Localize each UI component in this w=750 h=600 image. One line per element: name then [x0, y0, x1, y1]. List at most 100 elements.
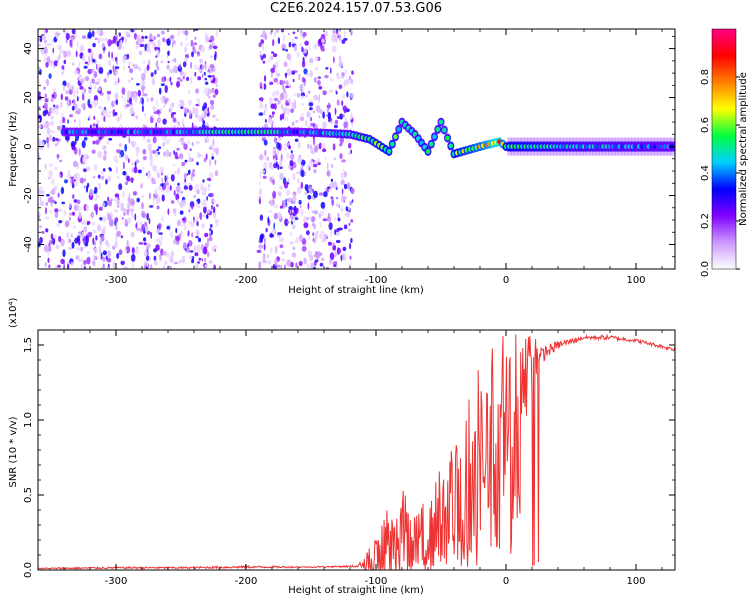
spectrogram-cell	[89, 188, 94, 197]
spectrogram-cell	[123, 66, 126, 71]
spectrogram-cell	[146, 64, 150, 71]
spectrogram-cell	[94, 85, 96, 90]
spectrogram-cell	[283, 147, 287, 151]
spectrogram-cell	[207, 107, 210, 112]
spectrogram-cell	[303, 82, 306, 87]
spectrogram-cell	[267, 254, 269, 259]
spectrogram-cell	[151, 77, 156, 86]
spectrogram-cell	[63, 50, 67, 58]
spectrogram-cell	[83, 226, 88, 233]
spectrogram-cell	[154, 69, 157, 75]
spectrogram-cell	[120, 112, 122, 120]
spectrogram-cell	[103, 225, 106, 234]
spectrogram-cell	[283, 88, 287, 94]
spectrogram-cell	[192, 195, 197, 198]
spectrogram-cell	[286, 107, 290, 115]
spectrogram-cell	[73, 90, 76, 98]
spectrogram-cell	[212, 211, 217, 219]
spectrogram-cell	[56, 32, 61, 36]
spectrogram-cell	[350, 219, 354, 223]
spectrogram-cell	[203, 110, 207, 119]
spectrogram-cell	[279, 166, 283, 170]
spectrogram-cell	[197, 67, 200, 71]
spectrogram-cell	[57, 208, 63, 212]
spectrogram-cell	[184, 248, 187, 251]
spectrogram-cell	[78, 61, 80, 69]
spectrogram-cell	[274, 230, 277, 235]
spectrogram-cell	[320, 239, 323, 243]
spectrogram-cell	[318, 233, 323, 239]
colorbar-ticks: 0.0 0.2 0.4 0.6 0.8	[700, 69, 740, 277]
spectrogram-cell	[318, 115, 321, 119]
spectrogram-cell	[303, 78, 306, 83]
spectrogram-cell	[48, 107, 53, 114]
spectrogram-cell	[41, 231, 45, 234]
spectrogram-cell	[345, 78, 350, 85]
spectrogram-cell	[169, 224, 171, 232]
spectrogram-cell	[314, 66, 319, 71]
spectrogram-cell	[66, 82, 70, 88]
spectrogram-cell	[173, 170, 177, 174]
spectrogram-cell	[38, 262, 41, 267]
spectrogram-cell	[213, 53, 217, 61]
spectrogram-cell	[102, 215, 107, 223]
spectrogram-cell	[319, 262, 324, 267]
spectrogram-cell	[311, 150, 314, 154]
spectrogram-cell	[259, 54, 262, 59]
spectrogram-cell	[44, 46, 48, 54]
spectrogram-cell	[60, 186, 65, 195]
spectrogram-cell	[82, 93, 85, 101]
spectrogram-cell	[186, 76, 190, 81]
spectrogram-cell	[51, 177, 55, 186]
spectrogram-cell	[301, 245, 307, 252]
spectrogram-cell	[306, 165, 310, 170]
spectrogram-cell	[300, 159, 306, 166]
spectrogram-cell	[160, 96, 165, 102]
spectrogram-cell	[348, 222, 351, 226]
spectrogram-cell	[45, 202, 49, 206]
spectrogram-y-ticks: -40 -20 0 20 40	[23, 35, 675, 270]
spectrogram-cell	[314, 236, 317, 244]
spectrogram-cell	[283, 61, 288, 68]
spectrogram-cell	[312, 237, 315, 243]
spectrogram-cell	[39, 236, 43, 244]
spectrogram-cell	[277, 211, 282, 220]
spectrogram-cell	[160, 30, 165, 35]
spectrogram-cell	[169, 35, 175, 39]
spectrogram-cell	[98, 53, 103, 60]
spectrogram-cell	[313, 190, 318, 199]
spectrogram-cell	[55, 108, 59, 116]
spectrogram-cell	[146, 212, 149, 221]
spectrogram-cell	[164, 139, 170, 145]
spectrogram-cell	[184, 30, 189, 36]
spectrogram-cell	[181, 199, 187, 206]
spectrogram-cell	[100, 234, 105, 242]
spectrogram-cell	[435, 126, 440, 132]
spectrogram-cell	[349, 255, 352, 260]
spectrogram-cell	[128, 192, 131, 201]
spectrogram-cell	[155, 200, 159, 205]
spectrogram-cell	[291, 252, 297, 258]
spectrogram-cell	[107, 71, 110, 76]
spectrogram-cell	[313, 169, 317, 174]
spectrogram-cell	[179, 79, 183, 82]
spectrogram-cell	[320, 230, 325, 235]
spectrogram-cell	[68, 216, 71, 221]
spectrogram-cell	[130, 140, 133, 146]
snr-y-tick-label: 1.0	[23, 412, 34, 428]
snr-panel: -300 -200 -100 0 100 0.0 0.5 1.0 1.5 Height of …	[8, 297, 676, 596]
spectrogram-cell	[150, 231, 153, 240]
spectrogram-cell	[49, 59, 54, 68]
spectrogram-cell	[195, 183, 199, 189]
spectrogram-cell	[276, 29, 279, 33]
spectrogram-cell	[281, 113, 285, 120]
spectrogram-cell	[73, 160, 78, 168]
spectrogram-cell	[177, 167, 181, 176]
spectrogram-cell	[191, 257, 194, 261]
spectrogram-cell	[45, 216, 50, 220]
spectrogram-cell	[282, 80, 286, 85]
page-title: C2E6.2024.157.07.53.G06	[269, 1, 443, 16]
spectrogram-cell	[142, 156, 147, 161]
spectrogram-cell	[289, 240, 294, 246]
spectrogram-cell	[292, 212, 297, 217]
